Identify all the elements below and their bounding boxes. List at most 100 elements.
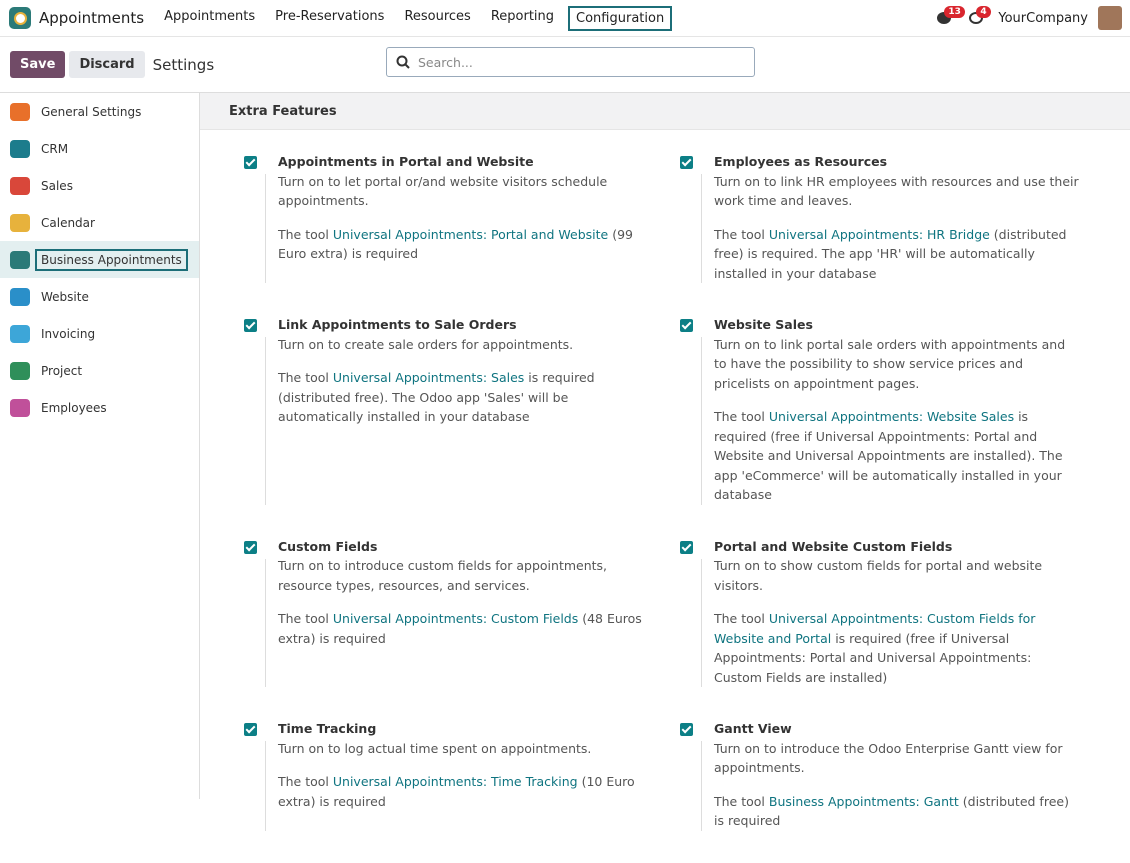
feature: Appointments in Portal and Website Turn o… [244,152,680,315]
feature-title: Time Tracking [278,721,377,736]
feature: Custom Fields Turn on to introduce custom… [244,537,680,720]
note-text: The tool [278,774,333,789]
note-text: The tool [714,226,769,242]
feature-text: Link Appointments to Sale Orders Turn on … [265,315,656,505]
menu-item[interactable]: Pre-Reservations [275,8,385,24]
note-text: is required (free if Universal Appointme… [714,630,1032,685]
feature-text: Appointments in Portal and Website Turn o… [265,152,656,283]
menu: Appointments Pre-Reservations Resources Rep… [154,5,676,31]
module-link[interactable]: Universal Appointments: Portal and Websi… [332,226,609,242]
feature: Gantt View Turn on to introduce the Odoo … [680,719,1080,863]
feature-note: The tool Universal Appointments: Portal … [278,225,656,264]
app-icon [10,398,30,417]
checkbox[interactable] [244,540,257,554]
module-link[interactable]: Business Appointments: Gantt [768,793,959,809]
note-text: The tool [714,793,769,809]
feature: Link Appointments to Sale Orders Turn on … [244,315,680,537]
app-logo[interactable] [9,7,31,29]
sidebar-label: Website [41,289,89,304]
note-text: is required (free if Universal Appointme… [714,409,1063,502]
checkbox[interactable] [244,156,257,169]
feature-note: The tool Universal Appointments: HR Brid… [714,225,1080,284]
badge: 4 [976,6,991,18]
checkbox[interactable] [244,319,257,332]
feature-text: Custom Fields Turn on to introduce custom… [265,537,656,688]
note-text: The tool [714,611,769,626]
module-link[interactable]: Universal Appointments: Time Tracking [332,774,578,789]
navbar: Appointments Appointments Pre-Reservation… [0,0,1130,37]
checkbox[interactable] [244,723,257,736]
checkbox[interactable] [680,723,693,736]
feature-title: Website Sales [714,317,813,332]
activities[interactable]: 4 [966,6,991,29]
feature-description: Turn on to show custom fields for portal… [714,558,1043,593]
feature-text: Time Tracking Turn on to log actual time … [265,719,656,831]
breadcrumb: Settings [152,55,215,74]
app-icon [10,139,30,158]
sidebar-item[interactable]: Invoicing [0,315,199,352]
checkbox[interactable] [680,540,693,554]
feature-description: Turn on to create sale orders for appoin… [278,336,574,352]
app-icon [10,176,30,195]
module-link[interactable]: Universal Appointments: HR Bridge [768,226,990,242]
sidebar-item[interactable]: Project [0,352,199,389]
feature-title: Link Appointments to Sale Orders [278,317,517,332]
feature: Time Tracking Turn on to log actual time … [244,719,680,863]
feature: Website Sales Turn on to link portal sale… [680,315,1080,537]
avatar[interactable] [1098,6,1122,30]
note-text: (48 Euros extra) is required [278,611,642,646]
feature-title: Appointments in Portal and Website [278,154,534,169]
sidebar-label: Calendar [41,215,95,230]
note-text: is required (distributed free). The Odoo… [278,370,595,424]
menu-item[interactable]: Resources [404,8,471,24]
feature-note: The tool Business Appointments: Gantt (d… [714,792,1080,831]
menu-item[interactable]: Reporting [490,8,555,24]
feature-title: Portal and Website Custom Fields [714,538,953,554]
messages[interactable]: 13 [934,6,965,29]
feature-text: Employees as Resources Turn on to link HR… [701,152,1080,284]
app-icon [10,250,30,269]
save-button[interactable]: Save [10,51,66,78]
app-icon [10,213,30,232]
feature-text: Website Sales Turn on to link portal sale… [701,315,1080,505]
checkbox[interactable] [680,319,693,332]
module-link[interactable]: Universal Appointments: Custom Fields fo… [714,611,1036,646]
feature-description: Turn on to let portal or/and website vis… [278,173,608,209]
feature-note: The tool Universal Appointments: Sales i… [278,368,656,427]
feature-description: Turn on to link portal sale orders with … [714,336,1066,391]
sidebar-item[interactable]: Business Appointments [0,241,199,278]
app-name[interactable]: Appointments [39,9,145,27]
feature-note: The tool Universal Appointments: Website… [714,407,1080,505]
feature-note: The tool Universal Appointments: Custom … [278,609,656,648]
company[interactable]: YourCompany [998,10,1088,26]
sidebar-item[interactable]: Calendar [0,204,199,241]
note-text: The tool [278,370,333,385]
sidebar-item[interactable]: Sales [0,167,199,204]
menu-item[interactable]: Appointments [164,8,256,24]
note-text: The tool [714,409,769,424]
systray: 13 4 YourCompany [934,6,1122,30]
feature: Portal and Website Custom Fields Turn on … [680,537,1080,720]
sidebar-item[interactable]: General Settings [0,93,199,130]
sidebar-label: Employees [41,400,107,415]
checkbox[interactable] [680,156,693,169]
note-text: (99 Euro extra) is required [278,226,633,262]
page: Appointments Appointments Pre-Reservation… [0,0,1130,799]
module-link[interactable]: Universal Appointments: Custom Fields [332,611,579,626]
app-icon [10,361,30,380]
module-link[interactable]: Universal Appointments: Sales [332,370,525,385]
sidebar-item[interactable]: Website [0,278,199,315]
feature: Employees as Resources Turn on to link HR… [680,152,1080,315]
sidebar-item[interactable]: CRM [0,130,199,167]
note-text: The tool [278,226,333,242]
sidebar: General Settings CRM Sales Calendar Business… [0,93,200,799]
search-box[interactable]: Search... [386,47,755,77]
discard-button[interactable]: Discard [69,51,145,78]
app-icon [10,324,30,343]
menu-item[interactable]: Configuration [568,5,673,31]
sidebar-item[interactable]: Employees [0,389,199,426]
feature-note: The tool Universal Appointments: Custom … [714,609,1080,687]
app-icon [10,287,30,306]
module-link[interactable]: Universal Appointments: Website Sales [768,409,1015,424]
sidebar-label: CRM [41,141,69,156]
